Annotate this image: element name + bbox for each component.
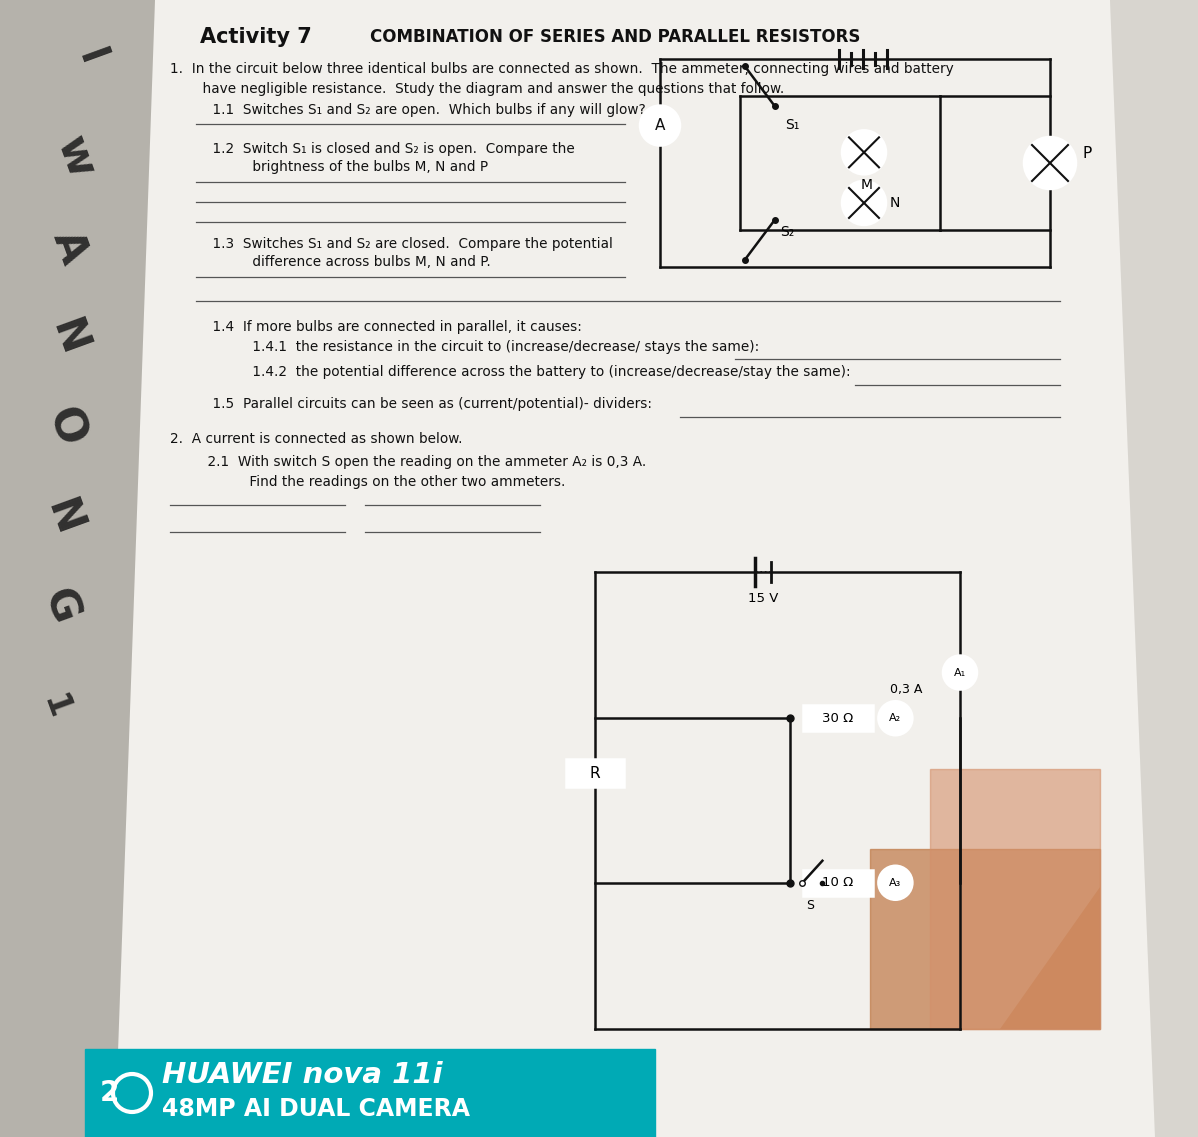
Circle shape bbox=[943, 656, 978, 689]
Bar bbox=[870, 849, 1100, 1029]
Polygon shape bbox=[875, 887, 1100, 1029]
Text: N: N bbox=[42, 314, 93, 360]
Text: Activity 7: Activity 7 bbox=[200, 27, 311, 47]
Text: M: M bbox=[861, 179, 873, 192]
Text: N: N bbox=[890, 196, 901, 210]
Polygon shape bbox=[0, 0, 155, 1137]
Bar bbox=[85, 1049, 655, 1137]
Text: COMBINATION OF SERIES AND PARALLEL RESISTORS: COMBINATION OF SERIES AND PARALLEL RESIS… bbox=[370, 28, 860, 45]
Text: A: A bbox=[44, 225, 96, 269]
Polygon shape bbox=[85, 0, 1198, 1137]
Text: brightness of the bulbs M, N and P: brightness of the bulbs M, N and P bbox=[213, 160, 488, 174]
Text: 48MP AI DUAL CAMERA: 48MP AI DUAL CAMERA bbox=[162, 1097, 470, 1121]
Circle shape bbox=[878, 702, 913, 736]
Polygon shape bbox=[115, 0, 1155, 1137]
Text: A₃: A₃ bbox=[889, 878, 902, 888]
Text: 1.4  If more bulbs are connected in parallel, it causes:: 1.4 If more bulbs are connected in paral… bbox=[195, 319, 582, 334]
Text: 1.4.1  the resistance in the circuit to (increase/decrease/ stays the same):: 1.4.1 the resistance in the circuit to (… bbox=[213, 340, 760, 354]
Bar bbox=[930, 769, 1100, 1029]
Circle shape bbox=[842, 181, 887, 225]
Text: 1.2  Switch S₁ is closed and S₂ is open.  Compare the: 1.2 Switch S₁ is closed and S₂ is open. … bbox=[195, 142, 575, 156]
Circle shape bbox=[842, 131, 887, 174]
Text: l: l bbox=[69, 44, 110, 69]
Text: HUAWEI nova 11i: HUAWEI nova 11i bbox=[162, 1061, 442, 1089]
Text: N: N bbox=[37, 493, 89, 540]
Text: 1.1  Switches S₁ and S₂ are open.  Which bulbs if any will glow?: 1.1 Switches S₁ and S₂ are open. Which b… bbox=[195, 103, 646, 117]
Text: 30 Ω: 30 Ω bbox=[822, 712, 853, 724]
Text: 1.4.2  the potential difference across the battery to (increase/decrease/stay th: 1.4.2 the potential difference across th… bbox=[213, 365, 851, 379]
Text: 2.  A current is connected as shown below.: 2. A current is connected as shown below… bbox=[170, 432, 462, 446]
Circle shape bbox=[640, 106, 680, 146]
Text: A: A bbox=[655, 118, 665, 133]
Text: S₁: S₁ bbox=[785, 118, 799, 132]
Text: G: G bbox=[35, 583, 85, 630]
Text: w: w bbox=[48, 131, 102, 184]
Bar bbox=[803, 870, 872, 896]
Text: 1.  In the circuit below three identical bulbs are connected as shown.  The amme: 1. In the circuit below three identical … bbox=[170, 63, 954, 76]
Text: 2: 2 bbox=[99, 1079, 120, 1107]
Text: S: S bbox=[806, 898, 815, 912]
Bar bbox=[803, 705, 872, 731]
Circle shape bbox=[1024, 136, 1076, 189]
Text: 10 Ω: 10 Ω bbox=[822, 877, 853, 889]
Text: S₂: S₂ bbox=[780, 225, 794, 239]
Text: Find the readings on the other two ammeters.: Find the readings on the other two ammet… bbox=[210, 475, 565, 489]
Text: P: P bbox=[1082, 146, 1091, 160]
Bar bbox=[565, 760, 624, 787]
Text: 1.3  Switches S₁ and S₂ are closed.  Compare the potential: 1.3 Switches S₁ and S₂ are closed. Compa… bbox=[195, 236, 613, 251]
Text: A₂: A₂ bbox=[889, 713, 901, 723]
Text: A₁: A₁ bbox=[954, 667, 966, 678]
Text: 15 V: 15 V bbox=[748, 592, 778, 605]
Polygon shape bbox=[1111, 0, 1198, 1137]
Circle shape bbox=[878, 865, 913, 899]
Text: have negligible resistance.  Study the diagram and answer the questions that fol: have negligible resistance. Study the di… bbox=[184, 82, 785, 96]
Text: difference across bulbs M, N and P.: difference across bulbs M, N and P. bbox=[213, 255, 491, 269]
Text: O: O bbox=[38, 401, 92, 453]
Text: R: R bbox=[589, 765, 600, 781]
Text: 1.5  Parallel circuits can be seen as (current/potential)- dividers:: 1.5 Parallel circuits can be seen as (cu… bbox=[195, 397, 652, 410]
Text: 1: 1 bbox=[36, 690, 74, 723]
Text: 2.1  With switch S open the reading on the ammeter A₂ is 0,3 A.: 2.1 With switch S open the reading on th… bbox=[190, 455, 646, 468]
Text: 0,3 A: 0,3 A bbox=[890, 683, 922, 696]
